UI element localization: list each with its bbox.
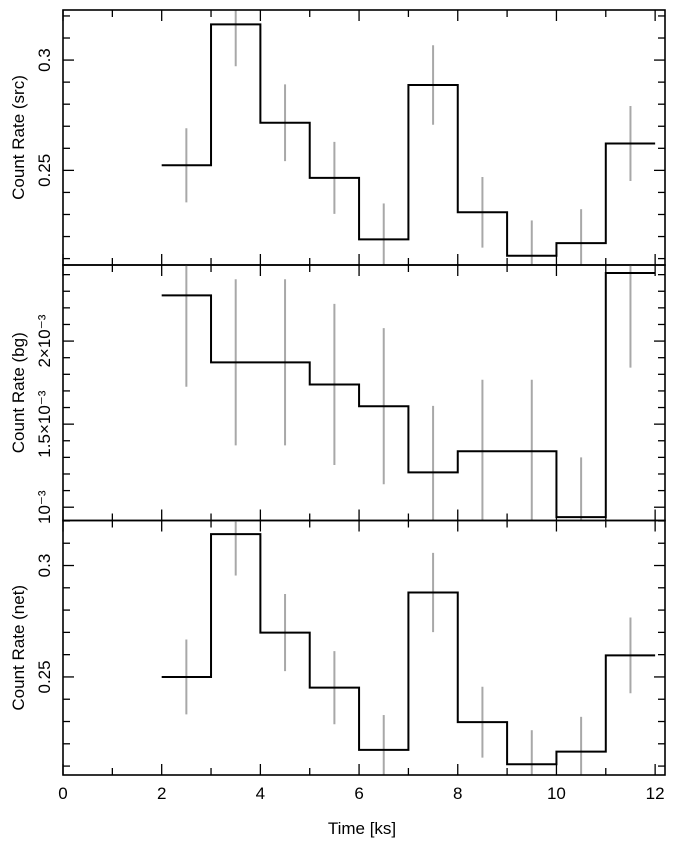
y-tick-label-bg: 1.5×10⁻³ xyxy=(35,390,54,457)
y-tick-label-src: 0.3 xyxy=(35,48,54,72)
y-tick-label-bg: 10⁻³ xyxy=(35,490,54,524)
x-tick-label: 4 xyxy=(256,784,265,803)
histogram-net xyxy=(161,533,656,766)
x-tick-label: 2 xyxy=(157,784,166,803)
y-tick-label-bg: 2×10⁻³ xyxy=(35,314,54,367)
x-tick-label: 12 xyxy=(646,784,665,803)
histogram-src xyxy=(161,23,656,257)
panel-frame-net xyxy=(62,519,666,776)
x-tick-label: 10 xyxy=(547,784,566,803)
y-axis-label-bg: Count Rate (bg) xyxy=(9,332,28,453)
x-tick-label: 0 xyxy=(58,784,67,803)
y-axis-label-net: Count Rate (net) xyxy=(9,585,28,711)
y-tick-label-src: 0.25 xyxy=(35,154,54,187)
x-tick-label: 6 xyxy=(354,784,363,803)
x-axis-label: Time [ks] xyxy=(328,819,396,838)
y-tick-label-net: 0.25 xyxy=(35,660,54,693)
histogram-bg xyxy=(161,271,656,519)
y-axis-label-src: Count Rate (src) xyxy=(9,75,28,200)
x-tick-label: 8 xyxy=(453,784,462,803)
panel-frame-bg xyxy=(62,264,666,522)
y-tick-label-net: 0.3 xyxy=(35,554,54,578)
panel-frame-src xyxy=(62,9,666,266)
